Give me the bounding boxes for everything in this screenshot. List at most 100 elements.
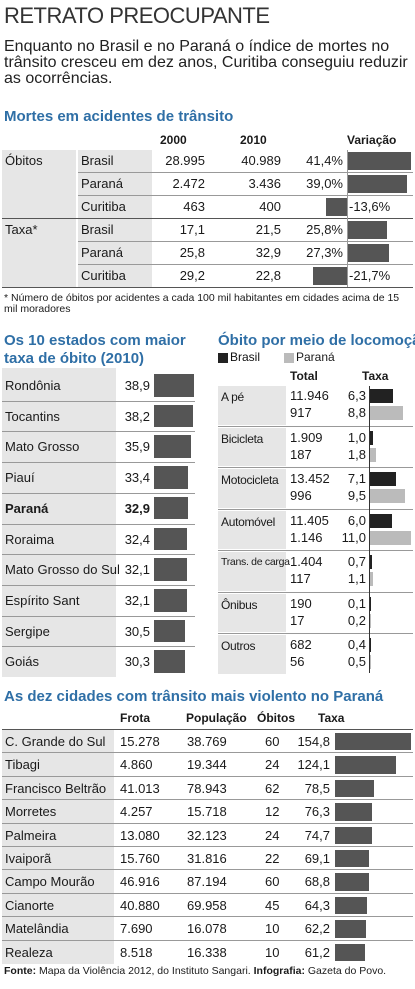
city-divider [2, 939, 413, 941]
mode-name: Motocicleta [221, 473, 279, 487]
city-rate: 76,3 [304, 804, 330, 820]
city-frota: 8.518 [120, 944, 153, 960]
state-value: 38,9 [124, 378, 150, 393]
rate-parana: 9,5 [347, 488, 366, 503]
city-obitos: 22 [265, 851, 280, 866]
state-name: Piauí [5, 470, 35, 486]
city-pop: 38.769 [187, 734, 227, 749]
mode-name: Ônibus [221, 597, 258, 612]
city-rate: 61,2 [304, 944, 330, 960]
variation-label: -21,7% [349, 268, 391, 283]
lead-text: Enquanto no Brasil e no Paraná o índice … [4, 38, 408, 87]
row-divider [78, 241, 413, 242]
group-label-bg [2, 150, 76, 218]
city-obitos: 60 [265, 874, 280, 890]
deaths-table-title: Mortes em acidentes de trânsito [4, 108, 234, 125]
rate-axis [369, 386, 370, 673]
variation-bar [325, 198, 347, 216]
variation-label: 25,8% [306, 222, 343, 237]
rate-bar-brasil [369, 389, 394, 403]
legend-brasil: Brasil [230, 350, 261, 364]
state-bar [154, 435, 191, 459]
mode-label-bg [218, 510, 286, 549]
row-name: Curitiba [81, 268, 126, 283]
city-frota: 4.860 [120, 757, 153, 773]
state-divider [2, 523, 195, 525]
state-value: 30,3 [124, 654, 150, 670]
state-value: 33,4 [124, 470, 150, 486]
state-name: Roraima [5, 531, 55, 547]
rate-brasil: 0,7 [347, 554, 366, 569]
page-title: RETRATO PREOCUPANTE [4, 3, 270, 28]
value-2000: 463 [183, 199, 205, 214]
state-name: Mato Grosso [5, 439, 80, 455]
value-2010: 400 [259, 199, 281, 214]
column-rate: Taxa [362, 369, 389, 383]
city-bar [335, 873, 369, 891]
mode-label-bg [218, 593, 286, 632]
city-frota: 4.257 [120, 804, 153, 820]
row-name: Brasil [81, 153, 114, 168]
city-frota: 13.080 [120, 827, 160, 843]
row-name-bg [78, 219, 152, 241]
state-divider [2, 431, 195, 433]
state-bar [154, 374, 194, 397]
city-rate: 64,3 [304, 897, 330, 913]
city-obitos: 62 [265, 780, 280, 796]
state-name: Paraná [5, 500, 49, 516]
mode-divider [218, 591, 413, 593]
city-obitos: 10 [265, 944, 280, 960]
city-divider [2, 892, 413, 894]
state-divider [2, 615, 195, 617]
total-parana: 17 [290, 612, 305, 628]
mode-label-bg [218, 469, 286, 508]
variation-bar [347, 221, 387, 239]
city-pop: 69.958 [187, 897, 227, 913]
state-name: Espírito Sant [5, 592, 80, 608]
rate-parana: 1,1 [347, 571, 366, 586]
total-brasil: 11.946 [290, 388, 329, 403]
column-frota: Frota [120, 711, 150, 725]
total-brasil: 1.909 [290, 429, 323, 445]
city-name: Palmeira [5, 827, 57, 843]
mode-divider [218, 550, 413, 551]
city-frota: 15.278 [120, 734, 160, 749]
city-divider [2, 775, 413, 777]
city-pop: 78.943 [187, 780, 227, 796]
row-name-bg [78, 173, 152, 195]
mode-divider [218, 425, 413, 427]
rate-bar-parana [369, 530, 411, 545]
city-frota: 7.690 [120, 921, 153, 937]
mode-label-bg [218, 427, 286, 466]
state-value: 32,1 [124, 592, 150, 608]
row-divider [78, 195, 413, 196]
state-name: Rondônia [5, 378, 61, 393]
city-pop: 87.194 [187, 874, 227, 890]
legend-swatch-brasil [218, 353, 228, 363]
city-name: Campo Mourão [5, 874, 95, 890]
rate-bar-parana [369, 572, 374, 586]
mode-divider [218, 633, 413, 634]
legend-parana: Paraná [296, 350, 335, 364]
city-obitos: 45 [265, 897, 280, 913]
state-divider [2, 584, 195, 586]
state-value: 38,2 [124, 408, 150, 424]
city-rate: 68,8 [304, 874, 330, 890]
rate-bar-parana [369, 447, 376, 462]
state-value: 32,1 [124, 562, 150, 578]
mode-divider [218, 467, 413, 468]
value-2010: 22,8 [255, 268, 281, 283]
city-bar [335, 733, 411, 751]
city-divider [2, 916, 413, 918]
city-name: Cianorte [5, 897, 55, 913]
mode-name: Trans. de carga [221, 556, 290, 568]
variation-label: 27,3% [306, 245, 343, 260]
city-bar [335, 896, 367, 915]
state-bar [154, 650, 186, 673]
city-bar [335, 943, 366, 961]
city-obitos: 24 [265, 757, 280, 773]
variation-bar [313, 267, 347, 285]
city-name: Francisco Beltrão [5, 780, 107, 796]
rate-brasil: 0,4 [347, 637, 366, 652]
value-2000: 29,2 [179, 268, 205, 283]
